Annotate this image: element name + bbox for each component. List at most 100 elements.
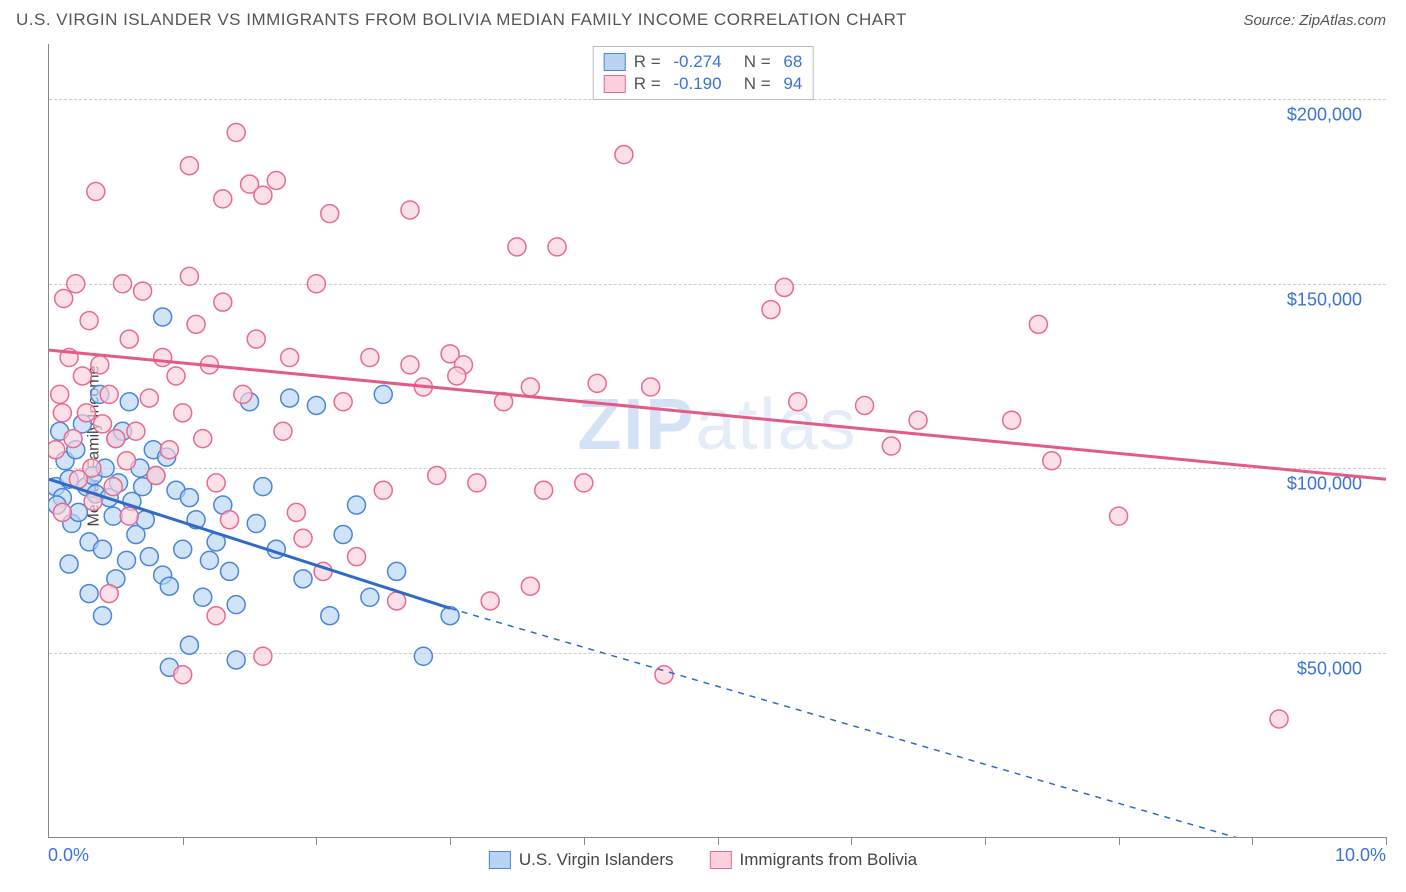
legend-r-label: R = bbox=[634, 74, 666, 94]
data-point bbox=[882, 437, 900, 455]
data-point bbox=[247, 330, 265, 348]
data-point bbox=[154, 349, 172, 367]
data-point bbox=[194, 430, 212, 448]
data-point bbox=[521, 577, 539, 595]
data-point bbox=[535, 481, 553, 499]
data-point bbox=[227, 124, 245, 142]
data-point bbox=[374, 481, 392, 499]
data-point bbox=[642, 378, 660, 396]
data-point bbox=[207, 474, 225, 492]
legend-swatch bbox=[604, 75, 626, 93]
data-point bbox=[307, 275, 325, 293]
data-point bbox=[1029, 315, 1047, 333]
data-point bbox=[294, 529, 312, 547]
x-tick bbox=[584, 837, 585, 845]
data-point bbox=[147, 467, 165, 485]
data-point bbox=[428, 467, 446, 485]
data-point bbox=[1003, 411, 1021, 429]
legend-r-value: -0.274 bbox=[673, 52, 721, 72]
x-tick bbox=[851, 837, 852, 845]
data-point bbox=[615, 146, 633, 164]
chart-title: U.S. VIRGIN ISLANDER VS IMMIGRANTS FROM … bbox=[16, 10, 907, 30]
legend-n-value: 94 bbox=[783, 74, 802, 94]
x-tick bbox=[1119, 837, 1120, 845]
data-point bbox=[267, 171, 285, 189]
x-axis-min-label: 0.0% bbox=[48, 845, 89, 866]
data-point bbox=[448, 367, 466, 385]
data-point bbox=[348, 548, 366, 566]
x-tick bbox=[718, 837, 719, 845]
data-point bbox=[374, 385, 392, 403]
data-point bbox=[361, 349, 379, 367]
data-point bbox=[160, 441, 178, 459]
legend-series-item: U.S. Virgin Islanders bbox=[489, 850, 674, 870]
data-point bbox=[254, 186, 272, 204]
data-point bbox=[254, 647, 272, 665]
x-tick bbox=[450, 837, 451, 845]
data-point bbox=[227, 651, 245, 669]
data-point bbox=[140, 389, 158, 407]
data-point bbox=[77, 404, 95, 422]
data-point bbox=[762, 301, 780, 319]
data-point bbox=[55, 289, 73, 307]
data-point bbox=[91, 356, 109, 374]
data-point bbox=[120, 507, 138, 525]
data-point bbox=[588, 374, 606, 392]
data-point bbox=[174, 540, 192, 558]
legend-r-label: R = bbox=[634, 52, 666, 72]
legend-stat-row: R = -0.190 N = 94 bbox=[604, 73, 803, 95]
data-point bbox=[321, 205, 339, 223]
data-point bbox=[194, 588, 212, 606]
data-point bbox=[134, 282, 152, 300]
data-point bbox=[247, 514, 265, 532]
data-point bbox=[227, 596, 245, 614]
data-point bbox=[93, 540, 111, 558]
data-point bbox=[220, 511, 238, 529]
data-point bbox=[118, 551, 136, 569]
data-point bbox=[234, 385, 252, 403]
data-point bbox=[575, 474, 593, 492]
data-point bbox=[100, 385, 118, 403]
legend-n-value: 68 bbox=[783, 52, 802, 72]
scatter-plot-svg bbox=[49, 44, 1386, 837]
data-point bbox=[80, 312, 98, 330]
x-tick bbox=[183, 837, 184, 845]
data-point bbox=[207, 607, 225, 625]
legend-r-value: -0.190 bbox=[673, 74, 721, 94]
data-point bbox=[167, 367, 185, 385]
data-point bbox=[87, 183, 105, 201]
data-point bbox=[174, 404, 192, 422]
data-point bbox=[856, 396, 874, 414]
data-point bbox=[281, 389, 299, 407]
data-point bbox=[120, 330, 138, 348]
data-point bbox=[789, 393, 807, 411]
data-point bbox=[154, 308, 172, 326]
data-point bbox=[49, 441, 65, 459]
data-point bbox=[294, 570, 312, 588]
data-point bbox=[1270, 710, 1288, 728]
data-point bbox=[521, 378, 539, 396]
data-point bbox=[1043, 452, 1061, 470]
data-point bbox=[200, 551, 218, 569]
x-tick bbox=[1252, 837, 1253, 845]
data-point bbox=[401, 201, 419, 219]
data-point bbox=[60, 555, 78, 573]
data-point bbox=[441, 607, 459, 625]
data-point bbox=[307, 396, 325, 414]
data-point bbox=[180, 157, 198, 175]
data-point bbox=[214, 190, 232, 208]
data-point bbox=[220, 562, 238, 580]
data-point bbox=[481, 592, 499, 610]
data-point bbox=[180, 636, 198, 654]
data-point bbox=[274, 422, 292, 440]
data-point bbox=[361, 588, 379, 606]
legend-swatch bbox=[604, 53, 626, 71]
data-point bbox=[321, 607, 339, 625]
data-point bbox=[67, 275, 85, 293]
data-point bbox=[120, 393, 138, 411]
legend-series-item: Immigrants from Bolivia bbox=[710, 850, 918, 870]
data-point bbox=[73, 367, 91, 385]
data-point bbox=[51, 385, 69, 403]
data-point bbox=[775, 278, 793, 296]
data-point bbox=[180, 267, 198, 285]
